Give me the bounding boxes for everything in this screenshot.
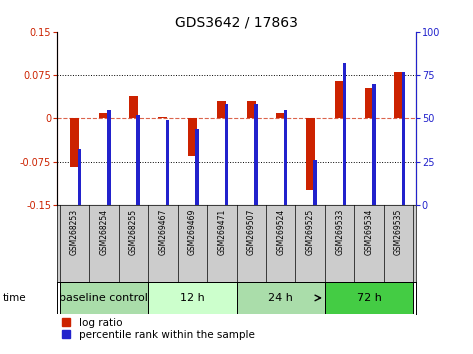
Bar bbox=[284, 110, 287, 205]
Bar bbox=[188, 118, 197, 156]
Bar bbox=[276, 113, 285, 118]
Text: GSM268255: GSM268255 bbox=[129, 209, 138, 255]
Text: GSM269524: GSM269524 bbox=[276, 209, 285, 255]
Bar bbox=[365, 88, 374, 118]
Text: GSM268253: GSM268253 bbox=[70, 209, 79, 255]
Text: GSM269534: GSM269534 bbox=[365, 209, 374, 255]
Bar bbox=[394, 72, 403, 118]
Bar bbox=[325, 281, 413, 314]
Bar bbox=[313, 160, 317, 205]
Bar bbox=[70, 118, 79, 167]
Bar bbox=[158, 117, 167, 118]
Bar bbox=[99, 113, 108, 118]
Bar bbox=[254, 104, 258, 205]
Text: GSM269507: GSM269507 bbox=[247, 209, 256, 255]
Bar bbox=[335, 81, 344, 118]
Bar bbox=[107, 110, 111, 205]
Bar bbox=[236, 281, 325, 314]
Text: GSM269471: GSM269471 bbox=[217, 209, 226, 255]
Bar bbox=[78, 149, 81, 205]
Text: baseline control: baseline control bbox=[60, 293, 149, 303]
Text: time: time bbox=[2, 293, 26, 303]
Bar bbox=[60, 281, 148, 314]
Text: GSM269469: GSM269469 bbox=[188, 209, 197, 255]
Bar bbox=[402, 72, 405, 205]
Bar bbox=[306, 118, 315, 190]
Text: GSM268254: GSM268254 bbox=[99, 209, 108, 255]
Text: 12 h: 12 h bbox=[180, 293, 205, 303]
Title: GDS3642 / 17863: GDS3642 / 17863 bbox=[175, 15, 298, 29]
Text: GSM269533: GSM269533 bbox=[335, 209, 344, 255]
Bar bbox=[137, 115, 140, 205]
Bar bbox=[247, 101, 255, 118]
Text: 72 h: 72 h bbox=[357, 293, 382, 303]
Bar bbox=[166, 120, 169, 205]
Text: GSM269525: GSM269525 bbox=[306, 209, 315, 255]
Bar bbox=[343, 63, 346, 205]
Text: GSM269467: GSM269467 bbox=[158, 209, 167, 255]
Text: 24 h: 24 h bbox=[268, 293, 293, 303]
Bar bbox=[218, 101, 226, 118]
Bar bbox=[148, 281, 236, 314]
Bar bbox=[372, 84, 376, 205]
Bar bbox=[129, 96, 138, 118]
Text: GSM269535: GSM269535 bbox=[394, 209, 403, 255]
Bar bbox=[225, 104, 228, 205]
Bar bbox=[195, 129, 199, 205]
Legend: log ratio, percentile rank within the sample: log ratio, percentile rank within the sa… bbox=[62, 318, 254, 340]
